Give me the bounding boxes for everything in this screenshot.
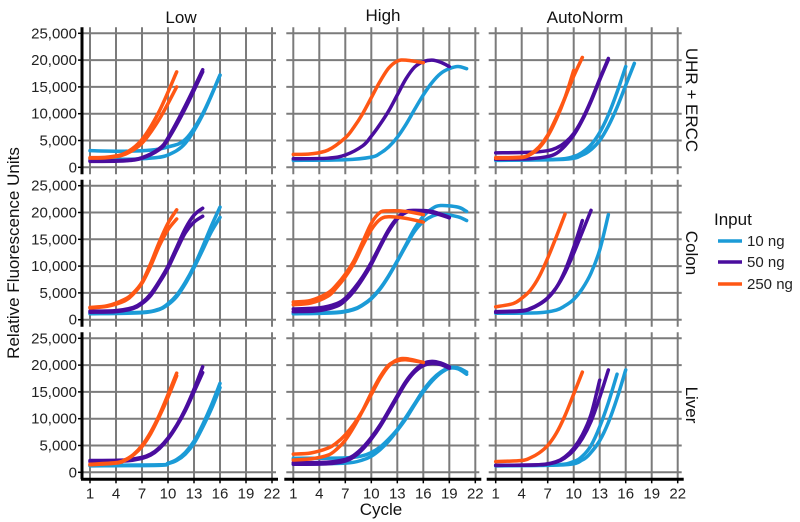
y-axis-title: Relative Fluorescence Units xyxy=(4,147,23,359)
x-tick-label: 1 xyxy=(492,485,500,502)
y-tick-label: 10,000 xyxy=(31,258,77,275)
legend-label-10ng: 10 ng xyxy=(747,233,785,250)
y-tick-label: 15,000 xyxy=(31,79,77,96)
curve-50ng xyxy=(88,67,205,163)
y-tick-label: 5,000 xyxy=(39,438,77,455)
x-tick-label: 10 xyxy=(363,485,380,502)
curve-50ng xyxy=(291,58,452,161)
curve-10ng xyxy=(88,385,222,468)
y-tick-label: 25,000 xyxy=(31,178,77,195)
panel-high-2 xyxy=(286,332,480,480)
x-tick-label: 7 xyxy=(544,485,552,502)
x-tick-label: 13 xyxy=(591,485,608,502)
curve-250ng xyxy=(88,85,179,160)
row-label-uhr-ercc: UHR + ERCC xyxy=(682,48,701,152)
curve-50ng xyxy=(88,214,205,314)
curve-250ng xyxy=(493,68,576,160)
y-tick-label: 20,000 xyxy=(31,357,77,374)
x-tick-label: 7 xyxy=(341,485,349,502)
x-tick-label: 16 xyxy=(212,485,229,502)
y-tick-label: 15,000 xyxy=(31,384,77,401)
curve-250ng xyxy=(291,357,426,462)
column-title-low: Low xyxy=(165,8,197,27)
curve-50ng xyxy=(291,361,452,467)
curve-10ng xyxy=(493,61,637,163)
y-tick-label: 0 xyxy=(69,159,77,176)
curve-10ng xyxy=(291,366,469,467)
x-tick-label: 16 xyxy=(617,485,634,502)
curve-10ng xyxy=(88,215,222,316)
curve-50ng xyxy=(493,378,602,468)
x-tick-label: 4 xyxy=(315,485,323,502)
curve-250ng xyxy=(88,374,179,467)
y-tick-label: 25,000 xyxy=(31,330,77,347)
curve-250ng xyxy=(493,370,585,464)
panel-autonorm-0 xyxy=(488,27,682,175)
x-tick-label: 1 xyxy=(289,485,297,502)
curve-10ng xyxy=(291,64,469,163)
curve-250ng xyxy=(291,356,426,456)
x-tick-label: 4 xyxy=(112,485,120,502)
row-label-liver: Liver xyxy=(682,387,701,424)
panel-autonorm-1 xyxy=(488,179,682,327)
y-tick-label: 10,000 xyxy=(31,106,77,123)
x-tick-label: 16 xyxy=(415,485,432,502)
curve-50ng xyxy=(493,218,585,314)
y-tick-label: 10,000 xyxy=(31,411,77,428)
x-tick-label: 19 xyxy=(441,485,458,502)
column-title-high: High xyxy=(366,6,401,25)
x-tick-label: 13 xyxy=(186,485,203,502)
curve-250ng xyxy=(88,217,179,310)
curve-50ng xyxy=(88,206,205,313)
curve-10ng xyxy=(493,212,611,316)
x-tick-label: 4 xyxy=(518,485,526,502)
x-tick-label: 7 xyxy=(138,485,146,502)
y-tick-label: 15,000 xyxy=(31,231,77,248)
curve-50ng xyxy=(88,370,205,464)
x-tick-label: 19 xyxy=(238,485,255,502)
curve-250ng xyxy=(291,58,426,157)
x-tick-label: 13 xyxy=(389,485,406,502)
panel-autonorm-2 xyxy=(488,332,682,480)
panel-high-0 xyxy=(286,27,480,175)
x-tick-label: 1 xyxy=(86,485,94,502)
panels xyxy=(83,27,682,480)
y-tick-label: 0 xyxy=(69,464,77,481)
panel-low-0 xyxy=(83,27,277,175)
panel-low-1 xyxy=(83,179,277,327)
curve-10ng xyxy=(493,368,628,468)
legend-label-50ng: 50 ng xyxy=(747,254,785,271)
y-tick-label: 20,000 xyxy=(31,52,77,69)
curve-50ng xyxy=(88,70,205,164)
legend-label-250ng: 250 ng xyxy=(747,276,793,293)
x-tick-label: 19 xyxy=(643,485,660,502)
axes: 05,00010,00015,00020,00025,00005,00010,0… xyxy=(31,25,686,502)
curve-50ng xyxy=(493,56,611,155)
x-tick-label: 22 xyxy=(264,485,281,502)
curve-250ng xyxy=(493,212,567,309)
curve-50ng xyxy=(493,57,611,162)
column-title-autonorm: AutoNorm xyxy=(547,8,624,27)
y-tick-label: 5,000 xyxy=(39,285,77,302)
x-tick-label: 10 xyxy=(565,485,582,502)
y-tick-label: 25,000 xyxy=(31,25,77,42)
y-tick-label: 20,000 xyxy=(31,205,77,222)
panel-high-1 xyxy=(286,179,480,327)
y-tick-label: 0 xyxy=(69,312,77,329)
x-tick-label: 10 xyxy=(160,485,177,502)
x-tick-label: 22 xyxy=(467,485,484,502)
curve-250ng xyxy=(291,215,426,307)
row-label-colon: Colon xyxy=(682,231,701,275)
legend: Input 10 ng 50 ng 250 ng xyxy=(714,210,793,293)
x-axis-title: Cycle xyxy=(360,500,403,519)
legend-title: Input xyxy=(714,210,752,229)
y-tick-label: 5,000 xyxy=(39,133,77,150)
panel-low-2 xyxy=(83,332,277,480)
x-tick-label: 22 xyxy=(669,485,686,502)
